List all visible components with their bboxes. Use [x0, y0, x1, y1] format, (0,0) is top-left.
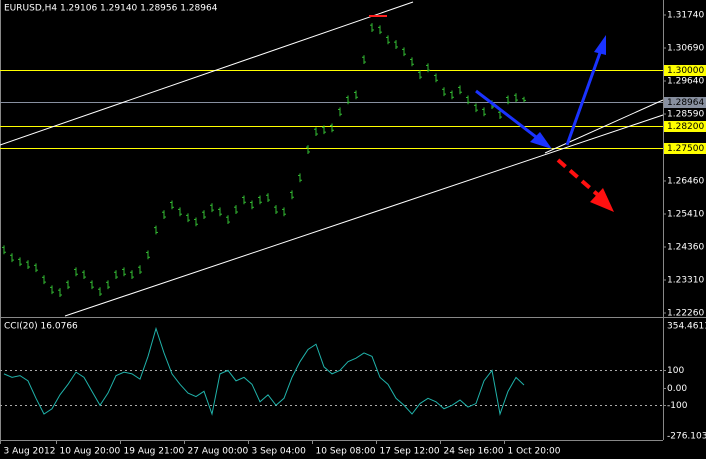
y-tick-label: 1.24360 [667, 242, 704, 252]
level-label: 1.30000 [667, 66, 704, 76]
x-tick-label: 27 Aug 00:00 [188, 447, 249, 457]
level-tag [664, 97, 706, 108]
arrow-head [530, 132, 552, 149]
y-tick-label: 1.29640 [667, 77, 704, 87]
chart-title: EURUSD,H4 1.29106 1.29140 1.28956 1.2896… [4, 4, 218, 14]
x-tick-label: 10 Sep 08:00 [316, 447, 376, 457]
y-tick-label: 1.31740 [667, 10, 704, 20]
x-tick-label: 1 Oct 20:00 [508, 447, 561, 457]
arrow [475, 89, 541, 142]
y-limit-label: -276.103 [667, 432, 706, 442]
cci-line [3, 326, 525, 416]
x-tick-label: 17 Sep 12:00 [380, 447, 440, 457]
level-tag [664, 121, 706, 132]
level-label: 1.27500 [667, 144, 704, 154]
y-tick-label: 100 [667, 366, 684, 376]
trend-line [0, 1, 414, 146]
x-tick-label: 3 Sep 04:00 [252, 447, 307, 457]
arrow-head [590, 188, 614, 212]
arrow [556, 158, 600, 197]
level-tag [664, 143, 706, 154]
x-tick-label: 19 Aug 21:00 [124, 447, 185, 457]
x-tick-label: 10 Aug 20:00 [60, 447, 121, 457]
indicator-title: CCI(20) 16.0766 [4, 322, 78, 332]
y-tick-label: 1.25410 [667, 209, 704, 219]
y-tick-label: 0.00 [667, 384, 687, 394]
level-label: 1.28200 [667, 122, 704, 132]
y-limit-label: 354.4611 [667, 322, 706, 332]
arrow-head [594, 35, 606, 55]
y-tick-label: 1.30690 [667, 44, 704, 54]
x-tick-label: 3 Aug 2012 [4, 447, 56, 457]
y-tick-label: -100 [667, 401, 688, 411]
y-tick-label: 1.23310 [667, 276, 704, 286]
level-label: 1.28964 [667, 98, 704, 108]
arrow [565, 49, 603, 146]
arrows [475, 35, 614, 212]
y-tick-label: 1.22260 [667, 309, 704, 319]
y-tick-label: 1.28590 [667, 110, 704, 120]
trend-line [544, 99, 664, 154]
trend-line [64, 114, 664, 317]
level-tag [664, 65, 706, 76]
y-tick-label: 1.26460 [667, 176, 704, 186]
x-tick-label: 24 Sep 16:00 [444, 447, 504, 457]
